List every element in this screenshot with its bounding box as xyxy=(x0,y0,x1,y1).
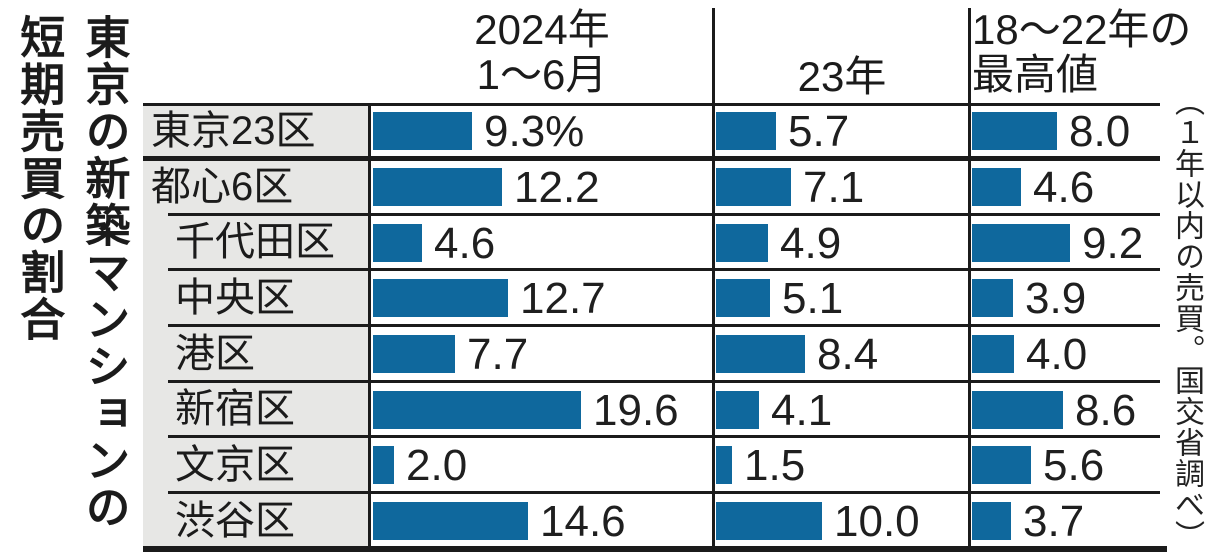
bar-value: 3.7 xyxy=(1023,497,1085,546)
bar xyxy=(373,446,394,484)
row-separator xyxy=(168,380,1160,383)
column-header-max1822: 18〜22年の 最高値 xyxy=(972,6,1220,98)
row-label: 東京23区 xyxy=(151,109,316,153)
chart-title-line-1: 東京の新築マンションの xyxy=(78,14,130,531)
bar xyxy=(972,502,1011,540)
row-separator-major xyxy=(143,156,1160,161)
bar xyxy=(373,224,422,262)
bar-value: 5.6 xyxy=(1043,441,1105,490)
column-divider-2 xyxy=(968,8,971,549)
bar-value: 10.0 xyxy=(834,497,920,546)
bar-value: 4.9 xyxy=(780,219,842,268)
bar xyxy=(373,502,528,540)
column-header-2023: 23年 xyxy=(716,53,968,100)
row-separator xyxy=(168,213,1160,216)
row-label: 中央区 xyxy=(175,276,295,320)
row-label: 新宿区 xyxy=(175,387,295,431)
bar-value: 7.1 xyxy=(803,163,865,212)
source-note: （１年以内の売買。国交省調べ） xyxy=(1170,86,1203,551)
bar-value: 4.1 xyxy=(771,386,833,435)
bar-value: 5.1 xyxy=(782,274,844,323)
row-label: 都心6区 xyxy=(151,165,294,209)
bar-table: 東京23区 9.3% 5.7 8.0 都心6区 12.2 7.1 4.6 千代田区 4.6 4.9 9… xyxy=(143,103,1167,552)
row-separator xyxy=(168,491,1160,494)
column-header-max1822-line-2: 最高値 xyxy=(972,50,1099,98)
bar-value: 4.0 xyxy=(1026,330,1088,379)
row-separator xyxy=(168,324,1160,327)
bar-value: 5.7 xyxy=(788,107,850,156)
bar-value: 1.5 xyxy=(744,441,806,490)
bar-value: 12.2 xyxy=(514,163,600,212)
chart-title-line-2: 短期売買の割合 xyxy=(13,14,65,343)
bar-value: 8.4 xyxy=(817,330,879,379)
bar xyxy=(373,391,581,429)
bar xyxy=(716,168,791,206)
bar xyxy=(972,112,1057,150)
row-label: 渋谷区 xyxy=(175,499,295,543)
row-separator xyxy=(168,435,1160,438)
bar xyxy=(373,112,472,150)
bar xyxy=(373,279,508,317)
bar xyxy=(716,112,776,150)
bar-value: 12.7 xyxy=(520,274,606,323)
bar-value: 8.0 xyxy=(1069,107,1131,156)
row-label: 文京区 xyxy=(175,443,295,487)
bar-value: 3.9 xyxy=(1025,274,1087,323)
bar xyxy=(972,391,1063,429)
bar xyxy=(373,168,502,206)
bar-value: 8.6 xyxy=(1075,386,1137,435)
bar xyxy=(716,224,768,262)
bar xyxy=(972,168,1021,206)
bar xyxy=(716,335,805,373)
row-label: 港区 xyxy=(175,332,255,376)
column-divider-1 xyxy=(712,8,715,549)
column-header-max1822-line-1: 18〜22年の xyxy=(972,6,1192,53)
row-label: 千代田区 xyxy=(175,220,335,264)
bar-value: 2.0 xyxy=(406,441,468,490)
bar xyxy=(716,279,770,317)
bar-value: 9.3% xyxy=(484,107,585,156)
bar xyxy=(972,335,1014,373)
table-top-rule xyxy=(143,103,1160,106)
column-header-2023-line-1: 23年 xyxy=(797,53,887,100)
bar-value: 9.2 xyxy=(1082,219,1144,268)
bar-value: 7.7 xyxy=(467,330,529,379)
bar xyxy=(373,335,455,373)
bar xyxy=(716,391,759,429)
bar-value: 19.6 xyxy=(593,386,679,435)
bar xyxy=(716,446,732,484)
chart-title: 東京の新築マンションの 短期売買の割合 xyxy=(6,14,137,531)
bar xyxy=(972,224,1070,262)
column-header-2024-line-1: 2024年 xyxy=(474,6,610,53)
column-header-2024: 2024年 1〜6月 xyxy=(372,6,712,98)
bar xyxy=(972,279,1013,317)
row-separator xyxy=(168,268,1160,271)
bar xyxy=(716,502,822,540)
bar-value: 14.6 xyxy=(540,497,626,546)
table-bottom-rule xyxy=(143,546,1167,552)
column-header-2024-line-2: 1〜6月 xyxy=(476,50,608,98)
bar xyxy=(972,446,1031,484)
bar-value: 4.6 xyxy=(434,219,496,268)
bar-value: 4.6 xyxy=(1033,163,1095,212)
